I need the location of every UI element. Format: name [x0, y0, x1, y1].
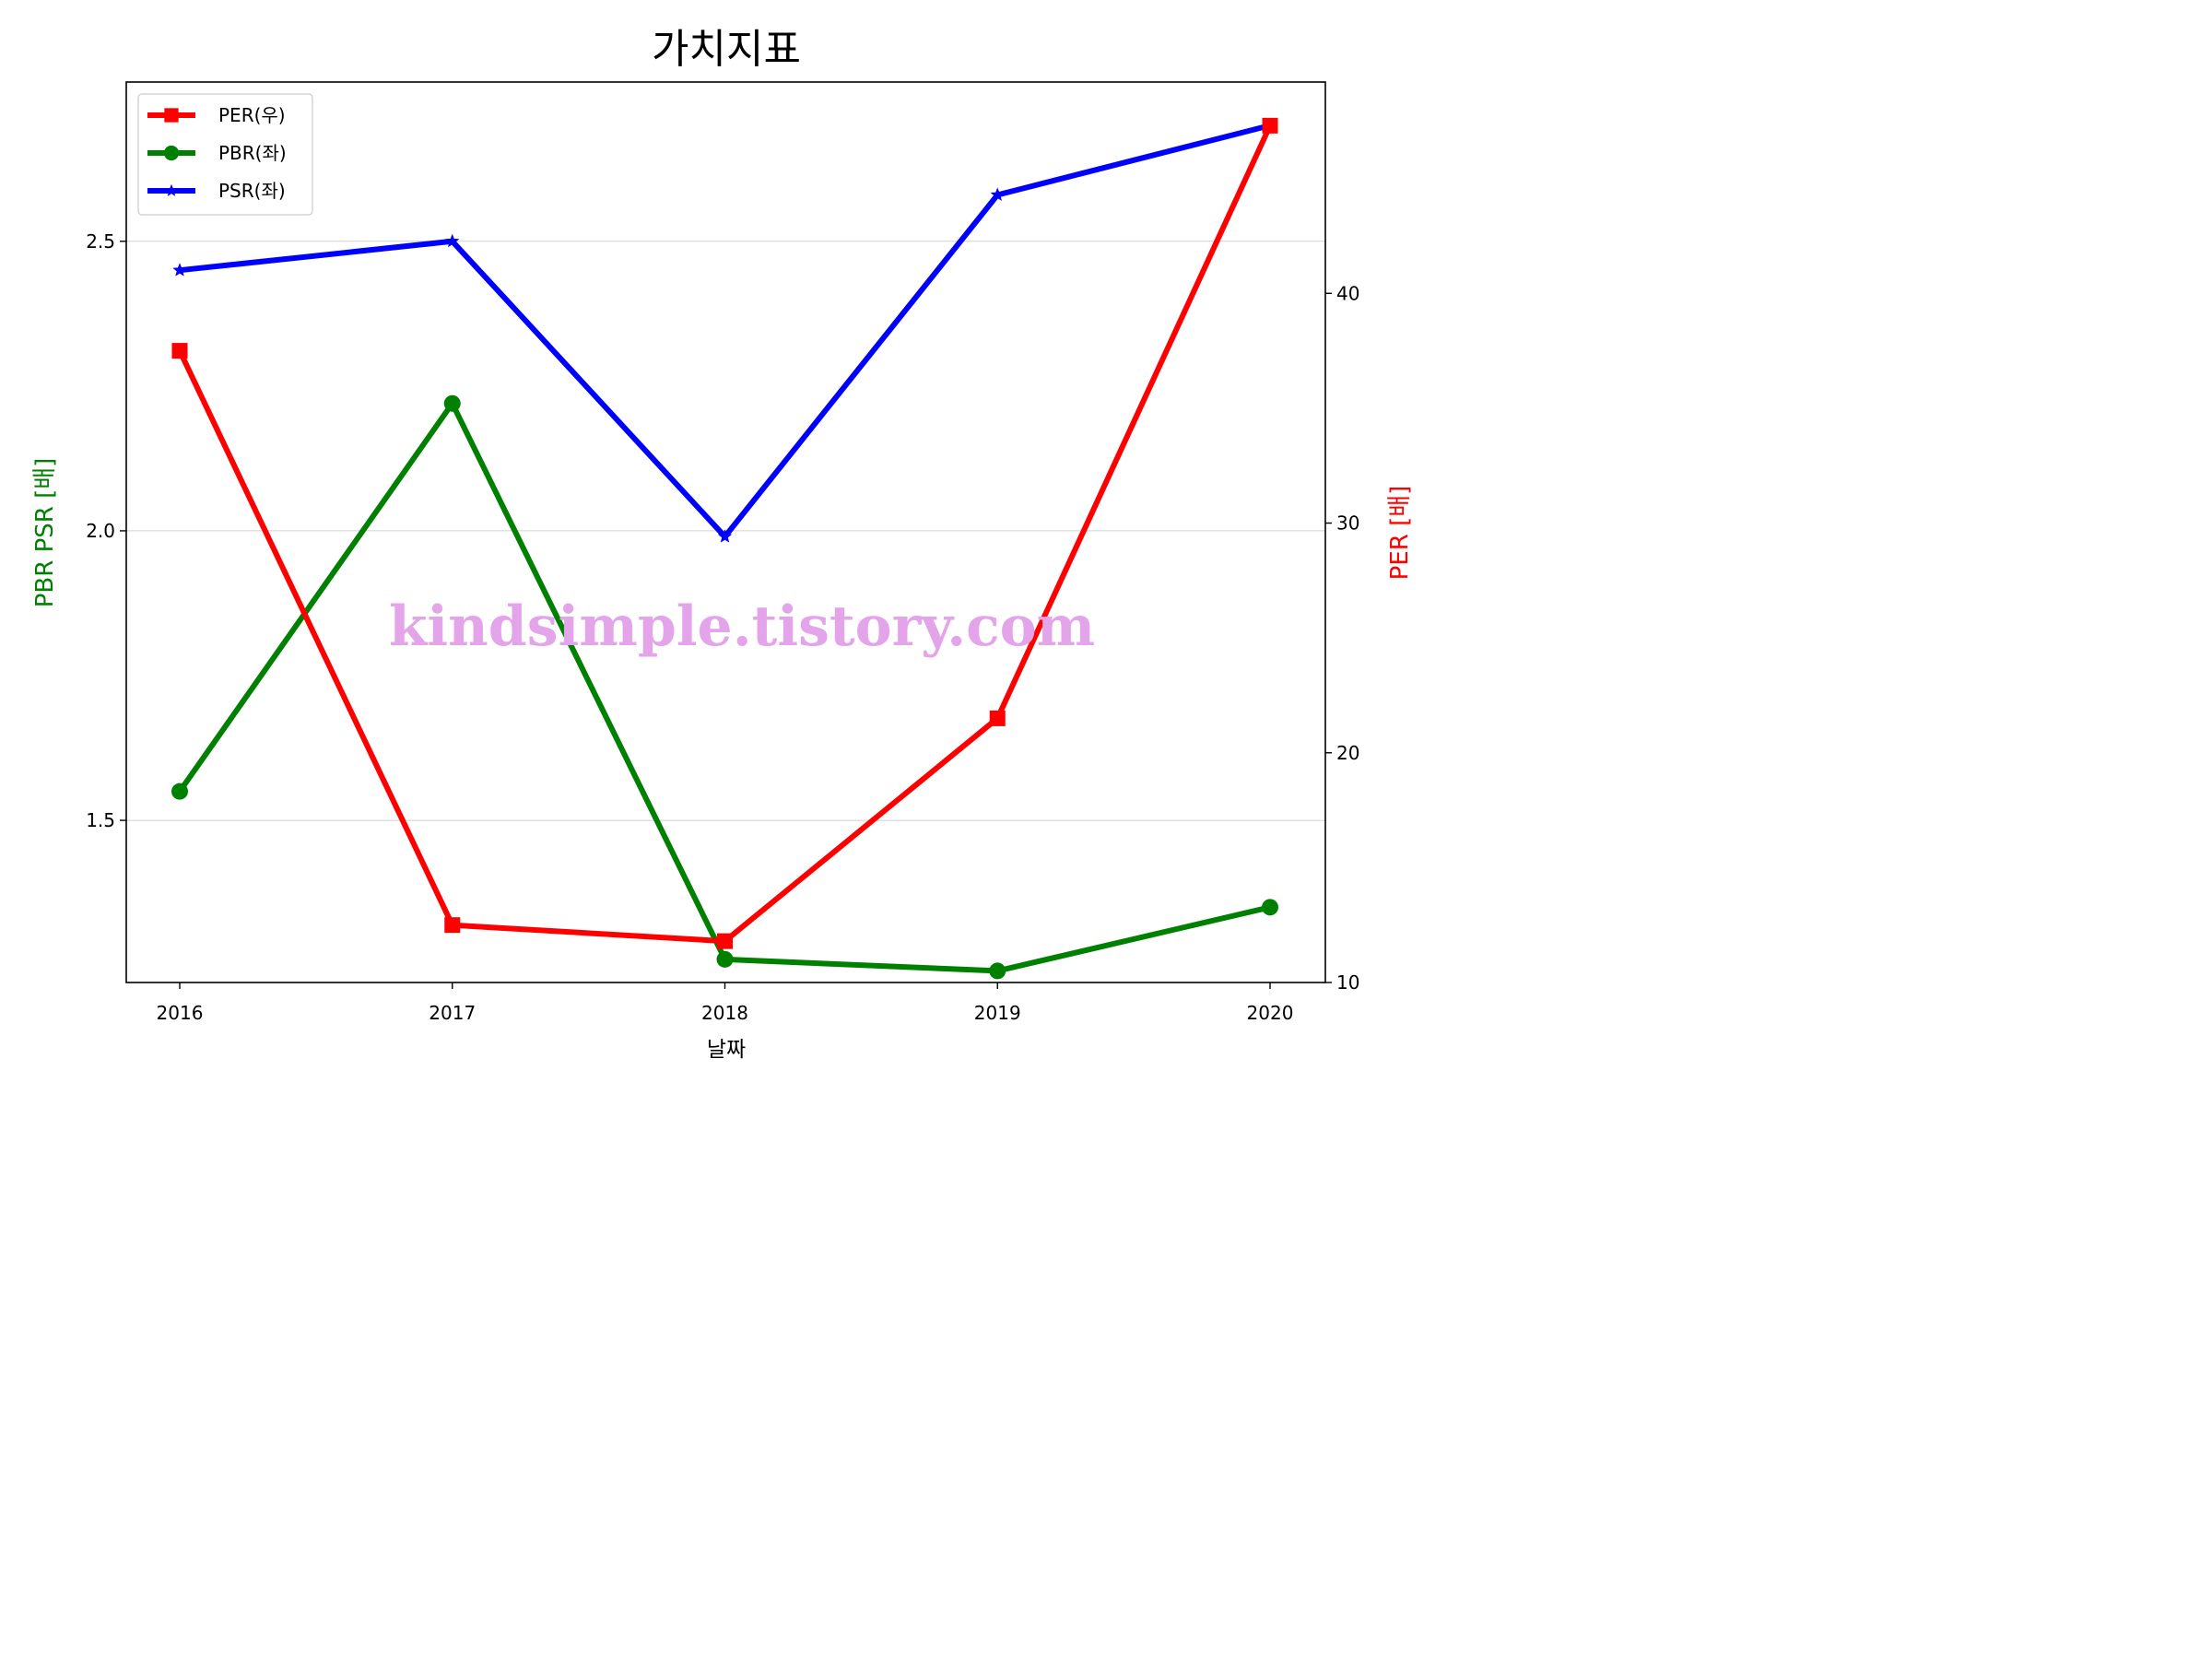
- data-point-star: [445, 233, 460, 248]
- legend: PER(우) PBR(좌) PSR(좌): [137, 93, 313, 216]
- data-point-square: [1262, 117, 1278, 134]
- legend-swatch-marker: [165, 183, 178, 196]
- right-y-tick-label: 10: [1336, 971, 1359, 994]
- data-point-star: [172, 263, 187, 276]
- legend-swatch-marker: [164, 108, 179, 123]
- x-tick-label: 2018: [701, 1002, 748, 1024]
- left-y-tick-label: 1.5: [86, 809, 115, 831]
- left-y-axis: 1.5 2.0 2.5: [86, 230, 126, 831]
- left-y-tick-label: 2.5: [86, 230, 115, 253]
- chart-title: 가치지표: [652, 26, 801, 73]
- left-y-axis-label: PBR PSR [배]: [31, 458, 59, 608]
- watermark-text: kindsimple.tistory.com: [389, 594, 1095, 659]
- right-y-axis: 10 20 30 40: [1325, 282, 1359, 994]
- data-point-square: [717, 933, 733, 949]
- left-y-tick-label: 2.0: [86, 520, 115, 542]
- series-line-circle: [177, 400, 1273, 974]
- data-point-circle: [989, 962, 1006, 980]
- value-indicator-chart: 가치지표 2016 2017 2018 2019 2020 1.5 2.0 2.5 10 20…: [31, 26, 1414, 1062]
- x-tick-label: 2020: [1247, 1002, 1294, 1024]
- data-point-square: [171, 343, 188, 359]
- data-point-star: [717, 529, 733, 543]
- data-point-circle: [1262, 899, 1278, 916]
- x-axis: 2016 2017 2018 2019 2020: [157, 982, 1294, 1024]
- plot-area-frame: [125, 81, 1326, 983]
- series-markers: [171, 117, 1278, 980]
- data-point-square: [989, 710, 1006, 726]
- x-tick-label: 2019: [974, 1002, 1021, 1024]
- x-tick-label: 2016: [157, 1002, 204, 1024]
- series-lines: [177, 123, 1273, 974]
- x-axis-label: 날짜: [707, 1038, 746, 1062]
- right-y-tick-label: 20: [1336, 742, 1359, 764]
- grid-lines: [126, 241, 1325, 821]
- legend-entry-label: PER(우): [218, 104, 286, 126]
- data-point-star: [990, 187, 1005, 201]
- legend-entry-label: PBR(좌): [218, 142, 287, 164]
- data-point-circle: [171, 782, 188, 800]
- legend-swatch-marker: [163, 145, 180, 161]
- data-point-circle: [716, 950, 734, 968]
- right-y-tick-label: 30: [1336, 512, 1359, 535]
- legend-entry-label: PSR(좌): [218, 180, 286, 202]
- data-point-square: [444, 917, 461, 934]
- right-y-tick-label: 40: [1336, 282, 1359, 304]
- data-point-circle: [443, 394, 461, 412]
- x-tick-label: 2017: [429, 1002, 476, 1024]
- right-y-axis-label: PER [배]: [1386, 486, 1414, 581]
- legend-box: [137, 93, 313, 216]
